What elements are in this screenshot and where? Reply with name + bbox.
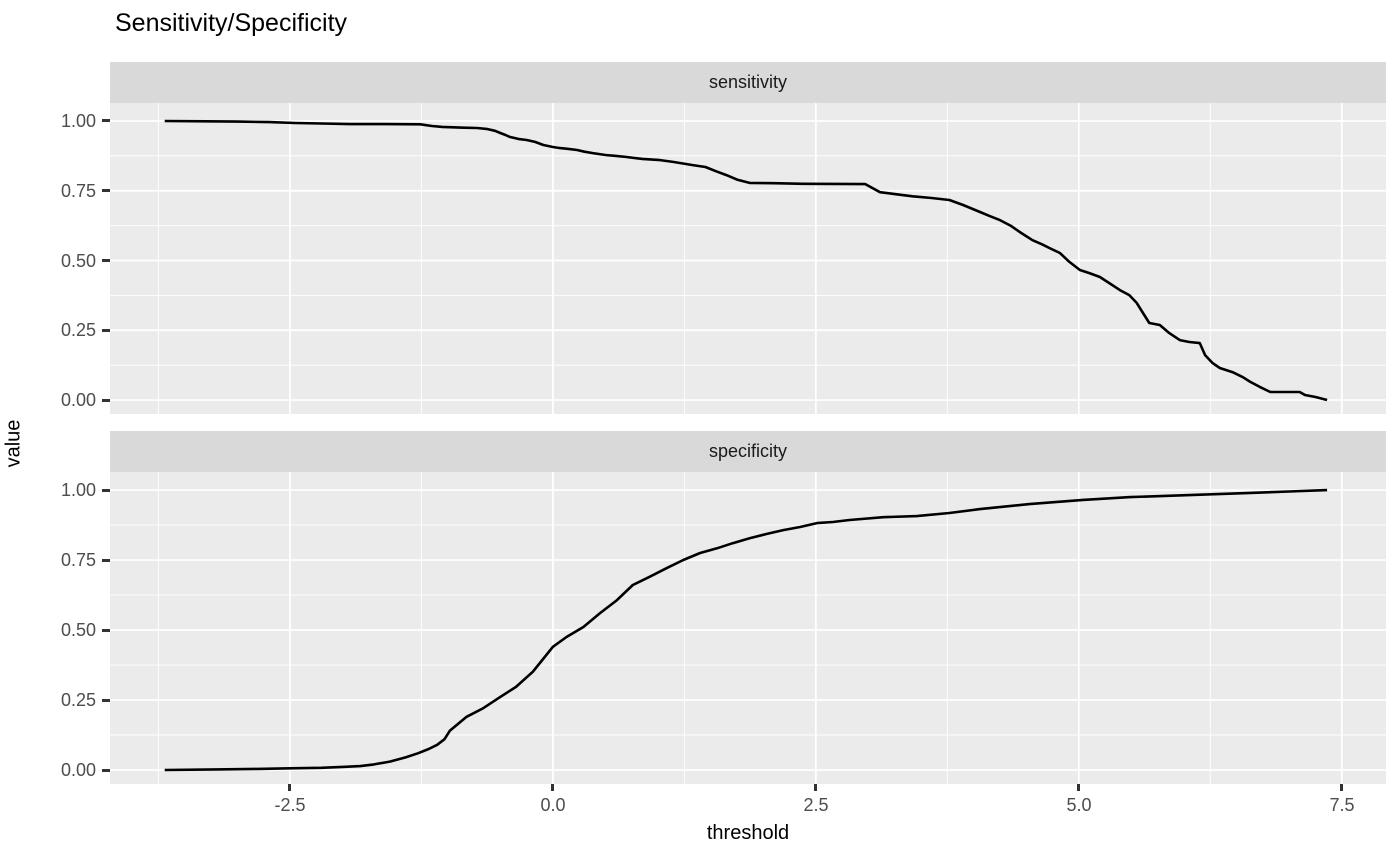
x-tick-mark xyxy=(551,784,554,791)
x-tick-label: 5.0 xyxy=(1066,795,1092,815)
y-axis-title: value xyxy=(2,419,25,468)
y-tick-mark xyxy=(102,119,110,122)
y-tick-label: 0.75 xyxy=(60,550,96,570)
y-tick-label: 0.25 xyxy=(60,320,96,340)
x-tick-mark xyxy=(1077,784,1080,791)
chart-title: Sensitivity/Specificity xyxy=(115,9,348,37)
y-tick-label: 0.75 xyxy=(60,181,96,201)
data-line-specificity xyxy=(164,488,1328,772)
y-tick-mark xyxy=(102,189,110,192)
y-tick-mark xyxy=(102,559,110,562)
y-tick-mark xyxy=(102,329,110,332)
y-tick-mark xyxy=(102,769,110,772)
y-tick-mark xyxy=(102,259,110,262)
x-tick-label: 2.5 xyxy=(803,795,829,815)
y-tick-label: 0.25 xyxy=(60,690,96,710)
x-tick-label: 7.5 xyxy=(1329,795,1355,815)
facet-strip-sensitivity: sensitivity xyxy=(110,62,1386,103)
y-tick-label: 0.50 xyxy=(60,251,96,271)
facet-strip-label: sensitivity xyxy=(708,72,788,92)
x-tick-label: -2.5 xyxy=(274,795,306,815)
facet-strip-specificity: specificity xyxy=(110,431,1386,472)
y-tick-mark xyxy=(102,399,110,402)
y-tick-label: 1.00 xyxy=(60,111,96,131)
y-tick-label: 1.00 xyxy=(60,480,96,500)
y-tick-label: 0.50 xyxy=(60,620,96,640)
x-tick-mark xyxy=(288,784,291,791)
y-tick-mark xyxy=(102,629,110,632)
panel-sensitivity xyxy=(110,103,1386,414)
data-line-sensitivity xyxy=(164,119,1328,402)
y-tick-mark xyxy=(102,489,110,492)
y-tick-label: 0.00 xyxy=(60,760,96,780)
y-tick-label: 0.00 xyxy=(60,390,96,410)
x-tick-mark xyxy=(814,784,817,791)
panel-specificity xyxy=(110,472,1386,784)
x-tick-label: 0.0 xyxy=(540,795,566,815)
y-tick-mark xyxy=(102,699,110,702)
x-axis-title: threshold xyxy=(706,822,790,844)
facet-strip-label: specificity xyxy=(708,441,788,461)
x-tick-mark xyxy=(1340,784,1343,791)
